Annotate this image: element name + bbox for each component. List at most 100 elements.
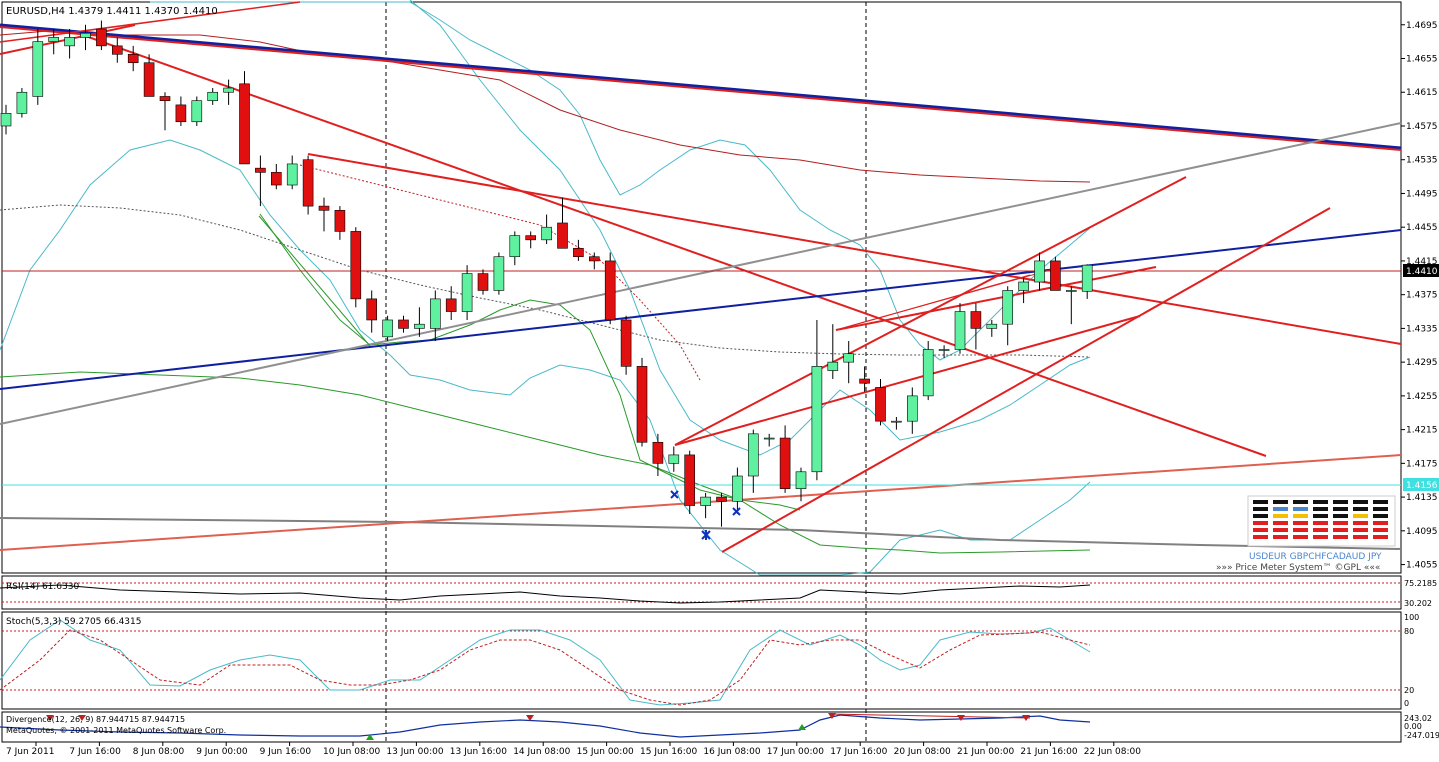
candle [938, 345, 950, 358]
bull-candle-body [763, 437, 775, 440]
bull-candle-body [954, 311, 966, 350]
candle [906, 387, 918, 434]
candle [541, 214, 552, 245]
bull-candle-body [286, 163, 298, 186]
price-meter-cell [1353, 507, 1368, 511]
price-meter-cell [1273, 514, 1288, 518]
bull-candle-body [986, 323, 998, 329]
time-tick-label: 9 Jun 00:00 [196, 747, 248, 757]
trendline [258, 215, 371, 347]
price-meter-cell [1273, 507, 1288, 511]
candle [668, 446, 680, 472]
price-meter-cell [1333, 500, 1348, 504]
price-meter-cell [1273, 521, 1288, 525]
candle [954, 303, 966, 354]
price-meter-cell [1273, 500, 1288, 504]
candle [652, 433, 664, 477]
time-tick-label: 9 Jun 16:00 [260, 747, 312, 757]
candle [779, 425, 791, 493]
candle [318, 197, 330, 232]
trendline [0, 1, 301, 43]
bear-candle-body [350, 231, 362, 300]
price-meter-cell [1253, 535, 1268, 539]
candle [525, 231, 537, 249]
price-tick-label: 1.4095 [1406, 527, 1438, 537]
bear-candle-body [398, 319, 409, 329]
time-tick-label: 8 Jun 08:00 [133, 747, 185, 757]
price-meter-cell [1353, 521, 1368, 525]
candle [239, 71, 250, 165]
candle [96, 20, 107, 51]
candle [286, 155, 298, 190]
price-meter-cell [1353, 514, 1368, 518]
bear-candle-body [573, 247, 584, 258]
candle [684, 450, 696, 514]
gray-long-average [0, 517, 1402, 550]
stoch-tick: 20 [1404, 686, 1414, 695]
stoch-main-line [0, 619, 1091, 706]
candle [732, 467, 743, 514]
price-meter-cell [1373, 535, 1388, 539]
divergence-tick: -247.0195 [1404, 731, 1439, 740]
bull-candle-body [414, 323, 425, 329]
candle [747, 429, 759, 493]
price-meter-cell [1313, 514, 1328, 518]
price-meter-cell [1253, 500, 1268, 504]
bear-candle-body [684, 454, 696, 506]
bull-candle-body [1018, 281, 1029, 291]
candle [795, 467, 807, 502]
price-tick-label: 1.4055 [1406, 561, 1438, 571]
trendline [0, 23, 1402, 150]
price-meter-cell [1373, 514, 1388, 518]
level-price-tag [1403, 478, 1439, 491]
trendline [835, 266, 1157, 331]
price-meter-currencies: USDEUR GBPCHFCADAUD JPY [1249, 552, 1382, 562]
candle [445, 286, 457, 320]
rsi-panel-frame [1, 575, 1402, 610]
up-arrow-icon [366, 734, 374, 740]
current-price-tag [1403, 264, 1439, 277]
price-tick-label: 1.4695 [1406, 21, 1438, 31]
candle [859, 366, 870, 392]
bull-candle-body [509, 235, 521, 258]
bear-candle-body [445, 298, 457, 312]
down-arrow-icon [1022, 715, 1030, 721]
time-tick-label: 10 Jun 08:00 [323, 747, 380, 757]
candle [636, 357, 648, 447]
price-tick-label: 1.4655 [1406, 55, 1438, 65]
bull-candle-body [461, 273, 473, 312]
bear-candle-body [302, 159, 314, 207]
bull-candle-body [1066, 290, 1077, 292]
price-meter-cell [1353, 528, 1368, 532]
bull-candle-body [64, 37, 75, 47]
price-tick-label: 1.4135 [1406, 493, 1438, 503]
candle [207, 88, 218, 105]
price-meter-cell [1333, 514, 1348, 518]
bollinger-middle-line [409, 0, 1091, 456]
candle [843, 341, 855, 384]
candle [477, 269, 489, 295]
candle [922, 341, 934, 401]
bear-candle-body [175, 104, 187, 123]
rsi-tick-lower: 30.202 [1404, 599, 1432, 608]
bear-candle-body [143, 62, 155, 97]
candle [302, 155, 314, 215]
bear-candle-body [334, 210, 346, 232]
price-meter-cell [1313, 500, 1328, 504]
signal-star-icon [701, 530, 711, 540]
current-price-label: 1.4410 [1406, 267, 1438, 277]
time-tick-label: 16 Jun 08:00 [703, 747, 760, 757]
stoch-panel-frame [1, 611, 1402, 710]
price-meter-cell [1293, 528, 1308, 532]
bull-candle-body [382, 319, 393, 338]
time-tick-label: 7 Jun 16:00 [69, 747, 121, 757]
candlestick-series [0, 20, 1093, 527]
price-meter-cell [1353, 500, 1368, 504]
price-meter-cell [1373, 500, 1388, 504]
stoch-signal-line [0, 629, 1091, 706]
candle [414, 307, 425, 337]
signal-cross-icon [732, 507, 741, 516]
price-tick-label: 1.4215 [1406, 426, 1438, 436]
candle [191, 96, 203, 126]
